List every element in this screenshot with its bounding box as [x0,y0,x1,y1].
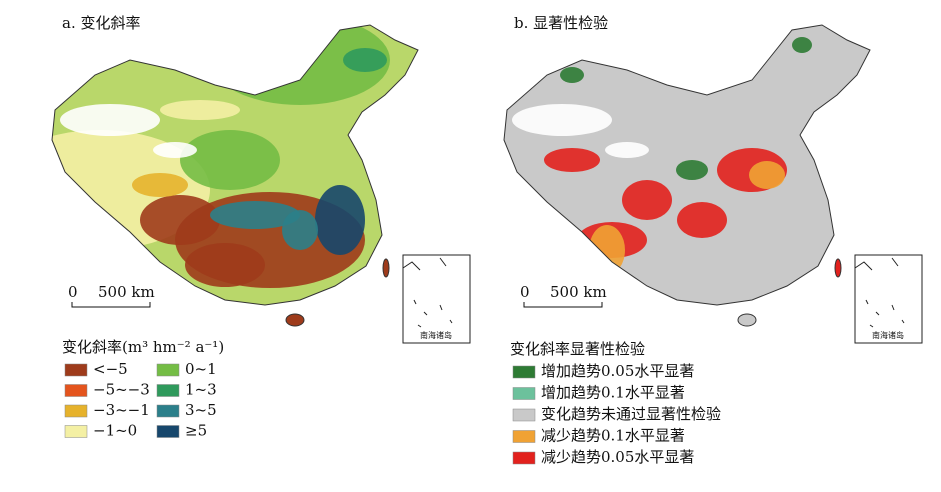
country-outline [51,24,419,306]
legend-label: 减少趋势0.05水平显著 [541,448,694,466]
legend-label: −3~−1 [93,401,150,419]
legend-label: ≥5 [185,422,207,440]
island [285,313,305,327]
island [737,313,757,327]
legend-swatch [64,384,88,397]
scale-zero: 0 [68,283,78,301]
legend-label: 0~1 [185,360,217,378]
legend-swatch [512,451,536,465]
map-region [560,67,584,83]
map-region [343,48,387,72]
map-region [185,243,265,287]
map-region [677,202,727,238]
legend-label: 1~3 [185,381,217,399]
inset-box [402,254,471,344]
map-region [210,201,300,229]
scale-zero: 0 [520,283,530,301]
map-region [140,195,220,245]
legend-swatch [156,384,180,397]
island [834,258,842,278]
inset-label: 南海诸岛 [872,330,904,340]
scale-label: 500 km [550,283,607,301]
legend-label: 增加趋势0.1水平显著 [541,384,685,402]
map-panel: b. 显著性检验 0 500 km 南海诸岛变化斜率显著性检验增加趋势0.05水平显著… [503,14,923,466]
legend-swatch [64,425,88,438]
map-region [315,185,365,255]
legend-label: 减少趋势0.1水平显著 [541,427,685,445]
map-region [512,104,612,136]
legend-label: 增加趋势0.05水平显著 [541,362,694,380]
map-region [180,130,280,190]
map-region [792,37,812,53]
legend-swatch [64,363,88,377]
map-region [544,148,600,172]
legend-label: −1~0 [93,422,137,440]
legend-swatch [512,387,536,400]
inset-coast [854,257,905,328]
legend-swatch [156,425,180,438]
map [504,25,870,305]
legend-label: −5~−3 [93,381,150,399]
inset-box [854,254,923,344]
map-fill [504,25,870,305]
panel-title: a. 变化斜率 [62,14,140,32]
scale-bar [71,302,151,308]
map-region [160,100,240,120]
scale-bar [523,302,603,308]
map [52,25,418,305]
inset-coast [402,257,453,328]
inset-label: 南海诸岛 [420,330,452,340]
panel-title: b. 显著性检验 [514,14,608,32]
map-region [282,210,318,250]
country-outline [503,24,871,306]
legend-swatch [512,408,536,422]
map-region [749,161,785,189]
map-region [153,142,197,158]
legend-swatch [156,404,180,418]
legend-swatch [156,363,180,377]
legend-label: 3~5 [185,401,217,419]
map-region [605,142,649,158]
map-region [132,173,188,197]
legend-swatch [64,404,88,418]
legend-title: 变化斜率显著性检验 [510,340,645,358]
island [382,258,390,278]
legend-swatch [512,430,536,443]
map-region [60,104,160,136]
legend-label: <−5 [93,360,128,378]
map-region [622,180,672,220]
legend-label: 变化趋势未通过显著性检验 [541,405,721,423]
map-region [676,160,708,180]
legend-swatch [512,365,536,379]
scale-label: 500 km [98,283,155,301]
legend-title: 变化斜率(m³ hm⁻² a⁻¹) [62,338,224,356]
